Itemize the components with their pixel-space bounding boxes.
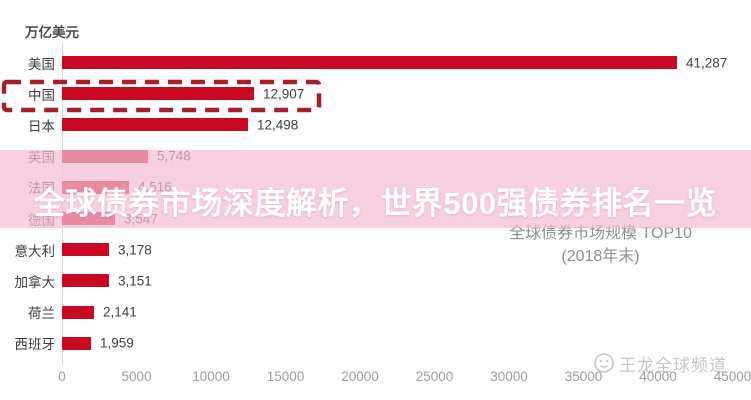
- country-label: 意大利: [14, 243, 56, 259]
- x-tick-label: 20000: [341, 369, 379, 384]
- bar-row: 加拿大 3,151: [0, 265, 751, 296]
- value-label: 3,178: [118, 242, 152, 258]
- country-label: 荷兰: [28, 306, 55, 322]
- annotation-subtitle: (2018年末): [561, 248, 640, 265]
- bar-row: 中国 12,907: [0, 78, 751, 109]
- bar: [62, 87, 254, 101]
- bar-row: 日本 12,498: [0, 109, 751, 140]
- x-tick-label: 45000: [713, 369, 751, 384]
- title-banner: 全球债券市场深度解析，世界500强债券排名一览: [0, 150, 751, 228]
- value-label: 41,287: [686, 55, 728, 70]
- x-tick-label: 10000: [192, 369, 230, 384]
- annotation-title: 全球债券市场规模 TOP10: [509, 225, 692, 242]
- x-tick-label: 25000: [415, 369, 454, 384]
- country-label: 加拿大: [14, 274, 56, 290]
- bar: [62, 274, 109, 288]
- chart-annotation: 全球债券市场规模 TOP10 (2018年末): [498, 222, 703, 268]
- value-label: 2,141: [103, 304, 137, 320]
- value-label: 12,907: [263, 86, 305, 102]
- bar-row: 荷兰 2,141: [0, 297, 751, 328]
- x-tick-label: 0: [58, 369, 66, 384]
- bar: [62, 243, 109, 257]
- x-tick-label: 15000: [266, 369, 305, 384]
- bar-row: 意大利 3,178: [0, 234, 751, 265]
- bar: [62, 305, 94, 319]
- x-tick-label: 30000: [490, 369, 528, 384]
- value-label: 12,498: [257, 117, 299, 133]
- bar: [62, 118, 248, 132]
- country-label: 美国: [28, 56, 55, 72]
- axis-unit-label: 万亿美元: [25, 25, 79, 40]
- country-label: 西班牙: [14, 337, 56, 353]
- bar: [62, 336, 91, 350]
- country-label: 中国: [28, 87, 55, 103]
- banner-title-text: 全球债券市场深度解析，世界500强债券排名一览: [33, 185, 718, 221]
- bar: [62, 56, 677, 69]
- watermark: 王龙全球频道: [593, 350, 727, 376]
- smiley-face-icon: [594, 353, 614, 373]
- x-tick-label: 40000: [639, 369, 677, 384]
- bar-row: 西班牙 1,959: [0, 328, 751, 359]
- x-tick-label: 35000: [564, 369, 603, 384]
- value-label: 1,959: [100, 335, 134, 351]
- x-tick-label: 5000: [121, 369, 152, 384]
- value-label: 3,151: [118, 273, 152, 289]
- watermark-text: 王龙全球频道: [619, 355, 727, 375]
- bar-row: 美国 41,287: [0, 47, 751, 78]
- country-label: 日本: [28, 118, 55, 134]
